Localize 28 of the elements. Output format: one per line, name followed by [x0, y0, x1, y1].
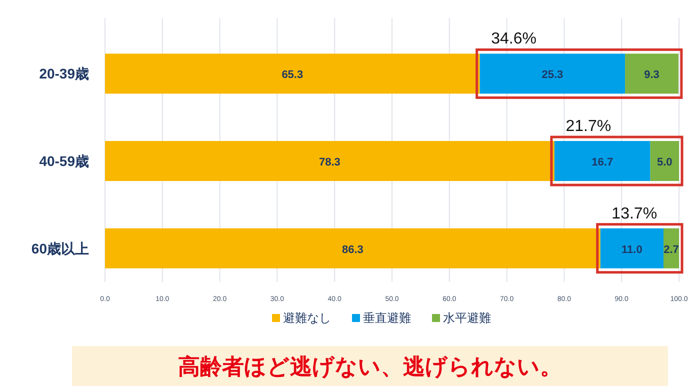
data-label: 11.0 — [622, 244, 642, 256]
data-label: 25.3 — [542, 69, 564, 82]
legend-label: 垂直避難 — [363, 311, 411, 325]
bar — [625, 54, 678, 94]
bar — [600, 228, 664, 268]
data-label: 5.0 — [657, 156, 672, 168]
bar — [480, 54, 626, 94]
annotation: 21.7% — [566, 118, 612, 135]
data-label: 9.3 — [644, 69, 660, 82]
bar — [105, 54, 480, 94]
bar — [554, 141, 650, 181]
bar — [105, 141, 554, 181]
y-tick-label: 60歳以上 — [31, 240, 89, 256]
data-label: 2.7 — [664, 244, 679, 256]
legend-label: 水平避難 — [443, 311, 491, 325]
bar — [650, 141, 679, 181]
bar — [105, 228, 600, 268]
y-tick-label: 20-39歳 — [39, 66, 89, 82]
data-label: 16.7 — [592, 156, 614, 168]
data-label: 86.3 — [342, 244, 364, 256]
annotation: 13.7% — [612, 205, 658, 222]
data-label: 78.3 — [319, 156, 340, 168]
bar — [664, 228, 679, 268]
annotation: 34.6% — [491, 30, 537, 48]
legend-label: 避難なし — [283, 311, 331, 325]
data-label: 65.3 — [282, 69, 304, 82]
y-tick-label: 40-59歳 — [39, 153, 89, 169]
text: 高齢者ほど逃げない、逃げられない。 — [178, 354, 562, 379]
